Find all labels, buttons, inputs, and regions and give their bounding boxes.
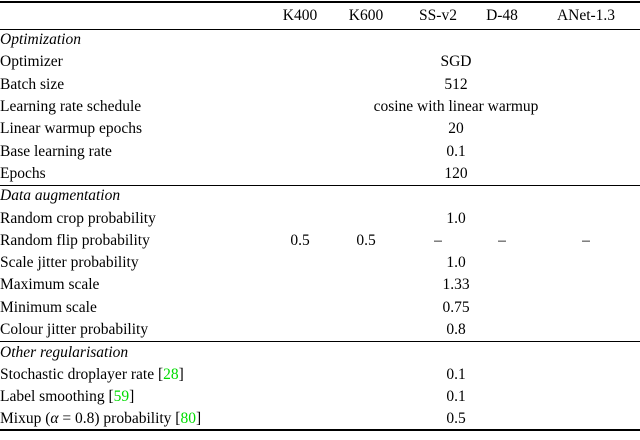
value-cell-all: 0.1 bbox=[446, 387, 466, 405]
row-label: Epochs bbox=[0, 163, 272, 185]
label-text: Batch size bbox=[0, 75, 65, 93]
label-text: = 0.8) probability [ bbox=[58, 409, 181, 427]
value-cell-k400: 0.5 bbox=[290, 231, 310, 249]
row-label: Base learning rate bbox=[0, 140, 272, 162]
label-text: ] bbox=[178, 365, 184, 383]
table-row: Mixup (α = 0.8) probability [80] 0.5 bbox=[0, 408, 640, 430]
column-header-anet-1.3: ANet-1.3 bbox=[556, 6, 616, 24]
value-cell-anet-1-3: – bbox=[582, 231, 590, 249]
section-other-regularisation: Other regularisation Stochastic droplayer… bbox=[0, 341, 640, 430]
table-row: Batch size 512 bbox=[0, 74, 640, 96]
value-cell-all: 1.33 bbox=[442, 276, 470, 294]
label-text: Epochs bbox=[0, 164, 46, 182]
value-cell-all: 0.5 bbox=[446, 409, 466, 427]
table-row: Stochastic droplayer rate [28] 0.1 bbox=[0, 363, 640, 385]
label-text: Scale jitter probability bbox=[0, 254, 139, 272]
label-text: Colour jitter probability bbox=[0, 320, 149, 338]
row-label: Minimum scale bbox=[0, 297, 272, 319]
row-label: Mixup (α = 0.8) probability [80] bbox=[0, 408, 272, 430]
column-header-empty bbox=[0, 2, 272, 29]
row-label: Learning rate schedule bbox=[0, 96, 272, 118]
value-cell-all: 0.1 bbox=[446, 142, 466, 160]
section-title: Optimization bbox=[0, 31, 81, 49]
section-title-row: Other regularisation bbox=[0, 341, 640, 363]
row-label: Linear warmup epochs bbox=[0, 118, 272, 140]
table-row: Linear warmup epochs 20 bbox=[0, 118, 640, 140]
row-label: Random crop probability bbox=[0, 207, 272, 229]
value-cell-ss-v2: – bbox=[434, 231, 442, 249]
table-row: Random crop probability 1.0 bbox=[0, 207, 640, 229]
value-cell-all: 0.1 bbox=[446, 365, 466, 383]
table-row: Random flip probability 0.5 0.5 – – – bbox=[0, 230, 640, 252]
label-text: Random flip probability bbox=[0, 231, 150, 249]
citation-ref[interactable]: 59 bbox=[113, 387, 130, 405]
value-cell-all: 0.75 bbox=[442, 298, 470, 316]
value-cell-all: SGD bbox=[440, 53, 472, 71]
table-header: K400 K600 SS-v2 D-48 ANet-1.3 bbox=[0, 2, 640, 29]
column-header-k400: K400 bbox=[282, 6, 318, 24]
label-text: Mixup ( bbox=[0, 409, 51, 427]
table-row: Label smoothing [59] 0.1 bbox=[0, 386, 640, 408]
citation-ref[interactable]: 80 bbox=[180, 409, 196, 427]
label-text: Random crop probability bbox=[0, 209, 156, 227]
table-row: Base learning rate 0.1 bbox=[0, 140, 640, 162]
header-row: K400 K600 SS-v2 D-48 ANet-1.3 bbox=[0, 2, 640, 29]
value-cell-all: 512 bbox=[444, 75, 468, 93]
table-row: Minimum scale 0.75 bbox=[0, 297, 640, 319]
value-cell-all: 1.0 bbox=[446, 254, 466, 272]
row-label: Maximum scale bbox=[0, 274, 272, 296]
label-text: Label smoothing [ bbox=[0, 387, 114, 405]
row-label: Optimizer bbox=[0, 51, 272, 73]
value-cell-d-48: – bbox=[498, 231, 506, 249]
label-text: Optimizer bbox=[0, 53, 63, 71]
table-row: Optimizer SGD bbox=[0, 51, 640, 73]
math-symbol: α bbox=[50, 409, 59, 427]
section-title-row: Data augmentation bbox=[0, 185, 640, 207]
label-text: Maximum scale bbox=[0, 276, 100, 294]
value-cell-k600: 0.5 bbox=[356, 231, 376, 249]
label-text: Minimum scale bbox=[0, 298, 97, 316]
row-label: Colour jitter probability bbox=[0, 319, 272, 341]
row-label: Batch size bbox=[0, 74, 272, 96]
table-row: Learning rate schedule cosine with linear… bbox=[0, 96, 640, 118]
row-label: Stochastic droplayer rate [28] bbox=[0, 363, 272, 385]
label-text: ] bbox=[195, 409, 202, 427]
table-row: Epochs 120 bbox=[0, 163, 640, 185]
column-header-d-48: D-48 bbox=[486, 6, 518, 24]
citation-ref[interactable]: 28 bbox=[163, 365, 179, 383]
column-header-k600: K600 bbox=[348, 6, 384, 24]
column-header-ss-v2: SS-v2 bbox=[419, 6, 457, 24]
row-label: Scale jitter probability bbox=[0, 252, 272, 274]
section-title: Other regularisation bbox=[0, 343, 129, 361]
row-label: Label smoothing [59] bbox=[0, 386, 272, 408]
value-cell-all: 20 bbox=[448, 120, 464, 138]
table-row: Colour jitter probability 0.8 bbox=[0, 319, 640, 341]
section-data-augmentation: Data augmentation Random crop probability… bbox=[0, 185, 640, 341]
value-cell-all: cosine with linear warmup bbox=[373, 98, 539, 116]
value-cell-all: 120 bbox=[444, 164, 468, 182]
section-title: Data augmentation bbox=[0, 187, 121, 205]
section-optimization: Optimization Optimizer SGD Batch size 512 Lea… bbox=[0, 29, 640, 185]
row-label: Random flip probability bbox=[0, 230, 272, 252]
section-title-row: Optimization bbox=[0, 29, 640, 51]
value-cell-all: 0.8 bbox=[446, 320, 466, 338]
label-text: Base learning rate bbox=[0, 142, 112, 160]
label-text: ] bbox=[129, 387, 135, 405]
value-cell-all: 1.0 bbox=[446, 209, 466, 227]
label-text: Stochastic droplayer rate [ bbox=[0, 365, 164, 383]
label-text: Learning rate schedule bbox=[0, 98, 142, 116]
label-text: Linear warmup epochs bbox=[0, 120, 143, 138]
hyperparameter-table: K400 K600 SS-v2 D-48 ANet-1.3 Optimization Op… bbox=[0, 1, 640, 432]
table-row: Scale jitter probability 1.0 bbox=[0, 252, 640, 274]
table-row: Maximum scale 1.33 bbox=[0, 274, 640, 296]
